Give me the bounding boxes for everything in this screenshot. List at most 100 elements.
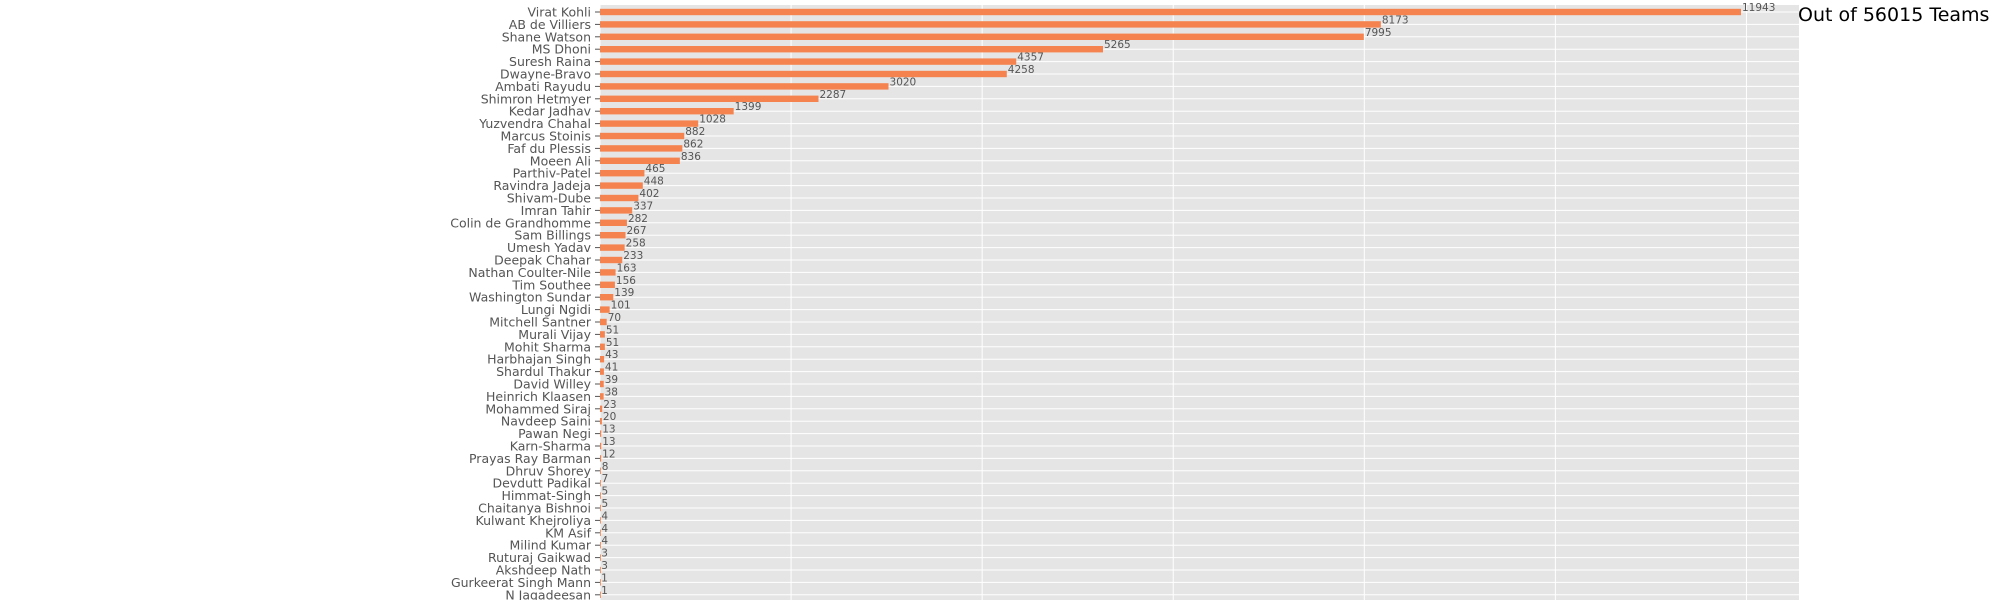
value-label: 3 [601,560,608,572]
category-label: Pawan Negi [518,426,591,441]
bar [600,504,601,512]
bar [600,294,614,301]
bar [600,343,605,350]
category-label: Prayas Ray Barman [469,451,591,466]
value-label: 43 [605,349,618,361]
value-label: 13 [602,424,615,436]
value-label: 156 [616,275,636,287]
category-label: KM Asif [545,525,591,540]
bar [600,244,625,251]
category-label: Faf du Plessis [507,141,591,156]
bar [600,256,623,264]
bar [600,517,601,524]
category-label: Kulwant Khejroliya [476,513,591,528]
value-label: 282 [628,213,648,225]
bar [600,58,1017,65]
category-label: Lungi Ngidi [521,302,591,317]
category-label: N Jagadeesan [505,587,591,600]
bar [600,405,603,412]
category-label: Akshdeep Nath [496,563,591,578]
category-label: Mohammed Siraj [485,401,591,416]
category-label: AB de Villiers [509,17,591,32]
bar [600,46,1104,53]
category-label: Shardul Thakur [496,364,592,379]
category-label: Ambati Rayudu [495,79,591,94]
value-label: 1028 [699,114,726,126]
value-label: 139 [614,287,634,299]
category-label: Colin de Grandhomme [450,215,591,230]
value-label: 402 [639,188,659,200]
value-label: 4258 [1008,64,1035,76]
bar [600,418,602,425]
value-label: 448 [644,176,664,188]
bar [600,393,604,400]
value-label: 163 [617,262,637,274]
category-label: Suresh Raina [509,54,591,69]
category-label: Mitchell Santner [489,315,592,330]
value-label: 39 [605,374,618,386]
bar [600,331,605,338]
bar [600,219,627,226]
bar [600,368,604,375]
value-label: 4357 [1017,52,1044,64]
chart-annotation: Out of 56015 Teams [1798,4,1989,26]
bar [600,318,607,326]
category-label: Nathan Coulter-Nile [468,265,591,280]
bar [600,70,1007,78]
value-label: 1 [601,585,608,597]
category-label: David Willey [513,377,591,392]
category-label: Parthiv-Patel [513,166,591,181]
bar [600,480,601,487]
bar [600,132,685,140]
bar [600,207,633,214]
bar [600,33,1364,40]
bar [600,380,604,388]
bar [600,281,615,288]
value-label: 836 [681,151,701,163]
category-label: Washington Sundar [469,290,592,305]
category-label: Moeen Ali [530,153,591,168]
bar [600,455,602,462]
bar [600,492,601,499]
category-label: Ruturaj Gaikwad [488,550,591,565]
category-label: Dhruv Shorey [506,463,592,478]
value-label: 4 [601,510,608,522]
bars [600,8,1742,598]
value-label: 8173 [1382,14,1409,26]
value-label: 862 [683,138,703,150]
value-label: 233 [623,250,643,262]
category-label: Harbhajan Singh [487,352,591,367]
category-label: Devdutt Padikal [492,476,591,491]
value-label: 38 [605,386,618,398]
bar [600,194,639,202]
bar [600,170,645,177]
category-label: Murali Vijay [518,327,591,342]
plot-area [600,5,1799,600]
category-label: Himmat-Singh [502,488,591,503]
value-label: 465 [645,163,665,175]
bar [600,306,610,313]
bar [600,554,601,561]
category-label: Ravindra Jadeja [493,178,591,193]
value-label: 4 [601,535,608,547]
bar [600,579,601,586]
value-label: 337 [633,200,653,212]
value-label: 51 [606,337,619,349]
bar [600,430,602,437]
bar [600,95,819,102]
value-label: 267 [627,225,647,237]
category-label: Umesh Yadav [507,240,592,255]
value-label: 3 [601,548,608,560]
category-label: Deepak Chahar [494,253,592,268]
value-label: 5 [601,486,608,498]
value-label: 7995 [1365,27,1392,39]
category-label: Karn-Sharma [510,439,591,454]
bar [600,542,601,549]
value-label: 13 [602,436,615,448]
bar [600,356,605,363]
category-label: Imran Tahir [521,203,592,218]
bar [600,529,601,536]
value-label: 101 [611,300,631,312]
bar [600,566,601,574]
